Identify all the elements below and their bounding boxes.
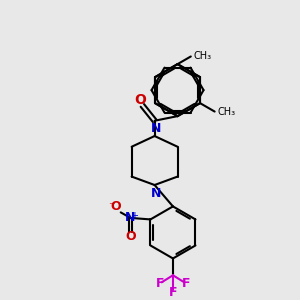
Text: CH₃: CH₃ <box>193 52 212 61</box>
Text: O: O <box>111 200 122 213</box>
Text: N: N <box>151 122 161 134</box>
Text: CH₃: CH₃ <box>217 106 235 117</box>
Text: O: O <box>135 93 146 107</box>
Text: F: F <box>169 286 177 298</box>
Text: N: N <box>125 212 136 224</box>
Text: F: F <box>182 277 190 290</box>
Text: N: N <box>151 187 161 200</box>
Text: ⁻: ⁻ <box>108 200 115 213</box>
Text: O: O <box>125 230 136 243</box>
Text: F: F <box>156 277 164 290</box>
Text: +: + <box>130 211 139 221</box>
